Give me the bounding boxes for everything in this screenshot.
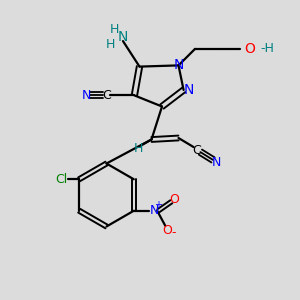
Text: N: N [212, 155, 221, 169]
Text: C: C [192, 143, 201, 157]
Text: Cl: Cl [55, 173, 67, 186]
Text: H: H [133, 142, 143, 155]
Text: N: N [118, 30, 128, 44]
Text: O: O [169, 193, 179, 206]
Text: H: H [110, 23, 119, 36]
Text: O: O [244, 42, 255, 56]
Text: C: C [102, 89, 111, 102]
Text: N: N [173, 58, 184, 72]
Text: H: H [106, 38, 115, 51]
Text: -: - [171, 226, 175, 239]
Text: O: O [162, 224, 172, 237]
Text: N: N [150, 204, 160, 217]
Text: +: + [154, 200, 162, 210]
Text: N: N [82, 89, 91, 102]
Text: N: N [184, 83, 194, 97]
Text: -H: -H [260, 42, 274, 56]
